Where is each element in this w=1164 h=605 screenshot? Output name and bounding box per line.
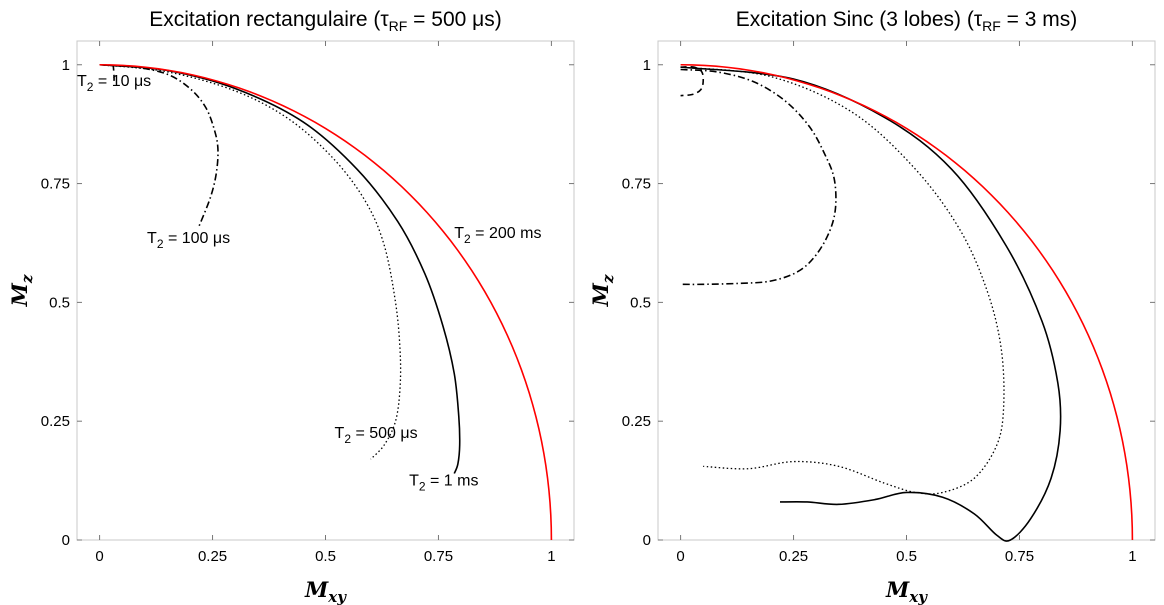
panel-2-xlabel: Mxy	[885, 577, 928, 605]
panel-2-ytick-label: 0.5	[630, 294, 651, 311]
panel-2-series-3	[680, 66, 1005, 495]
panel-1-ytick-label: 0	[62, 532, 70, 549]
panel-1-series-3	[99, 64, 402, 460]
panel-2-ytick-label: 0.25	[622, 413, 651, 430]
panel-2-ytick-label: 1	[643, 57, 651, 74]
panel-1-annotation-2: T2 = 100 μs	[147, 230, 230, 251]
panel-2-xtick-label: 1	[1128, 548, 1136, 565]
panel-2-series-1	[680, 65, 705, 97]
panel-2-xtick-label: 0.5	[896, 548, 917, 565]
panel-1-series-1	[112, 64, 115, 82]
panel-1-xtick-label: 1	[547, 548, 555, 565]
panel-2-series-2	[680, 68, 837, 286]
panel-1-annotation-3: T2 = 200 ms	[454, 225, 541, 246]
panel-1-annotation-5: T2 = 1 ms	[409, 472, 478, 493]
panel-1-xtick-label: 0	[95, 548, 103, 565]
panel-2-xtick-label: 0	[676, 548, 684, 565]
panel-1-series-5	[99, 63, 553, 541]
panel-1-xtick-label: 0.25	[198, 548, 227, 565]
panel-1-annotation-1: T2 = 10 μs	[77, 73, 151, 94]
panel-1-ytick-label: 0.25	[41, 413, 70, 430]
panel-1-ytick-label: 0.5	[49, 294, 70, 311]
panel-1-ylabel: Mz	[7, 274, 36, 307]
panel-2-xtick-label: 0.25	[779, 548, 808, 565]
panel-2-ytick-label: 0.75	[622, 176, 651, 193]
panel-2-series-4	[680, 66, 1062, 542]
panel-1-ytick-label: 1	[62, 57, 70, 74]
panel-1-xtick-label: 0.75	[424, 548, 453, 565]
panel-1-xlabel: Mxy	[304, 577, 347, 605]
panel-1-title: Excitation rectangulaire (τRF = 500 μs)	[149, 8, 502, 34]
panel-2-ylabel: Mz	[588, 274, 617, 307]
panel-2-xtick-label: 0.75	[1005, 548, 1034, 565]
panel-1-annotation-4: T2 = 500 μs	[335, 425, 418, 446]
panel-2-ytick-label: 0	[643, 532, 651, 549]
panel-1-xtick-label: 0.5	[315, 548, 336, 565]
panel-1-series-4	[99, 63, 461, 474]
panel-1-axes-frame	[76, 40, 575, 541]
panel-1-series-2	[99, 63, 219, 227]
panel-1-ytick-label: 0.75	[41, 176, 70, 193]
panel-2-series-5	[680, 63, 1134, 541]
panel-2-axes-frame	[657, 40, 1156, 541]
panel-2-title: Excitation Sinc (3 lobes) (τRF = 3 ms)	[736, 8, 1078, 34]
